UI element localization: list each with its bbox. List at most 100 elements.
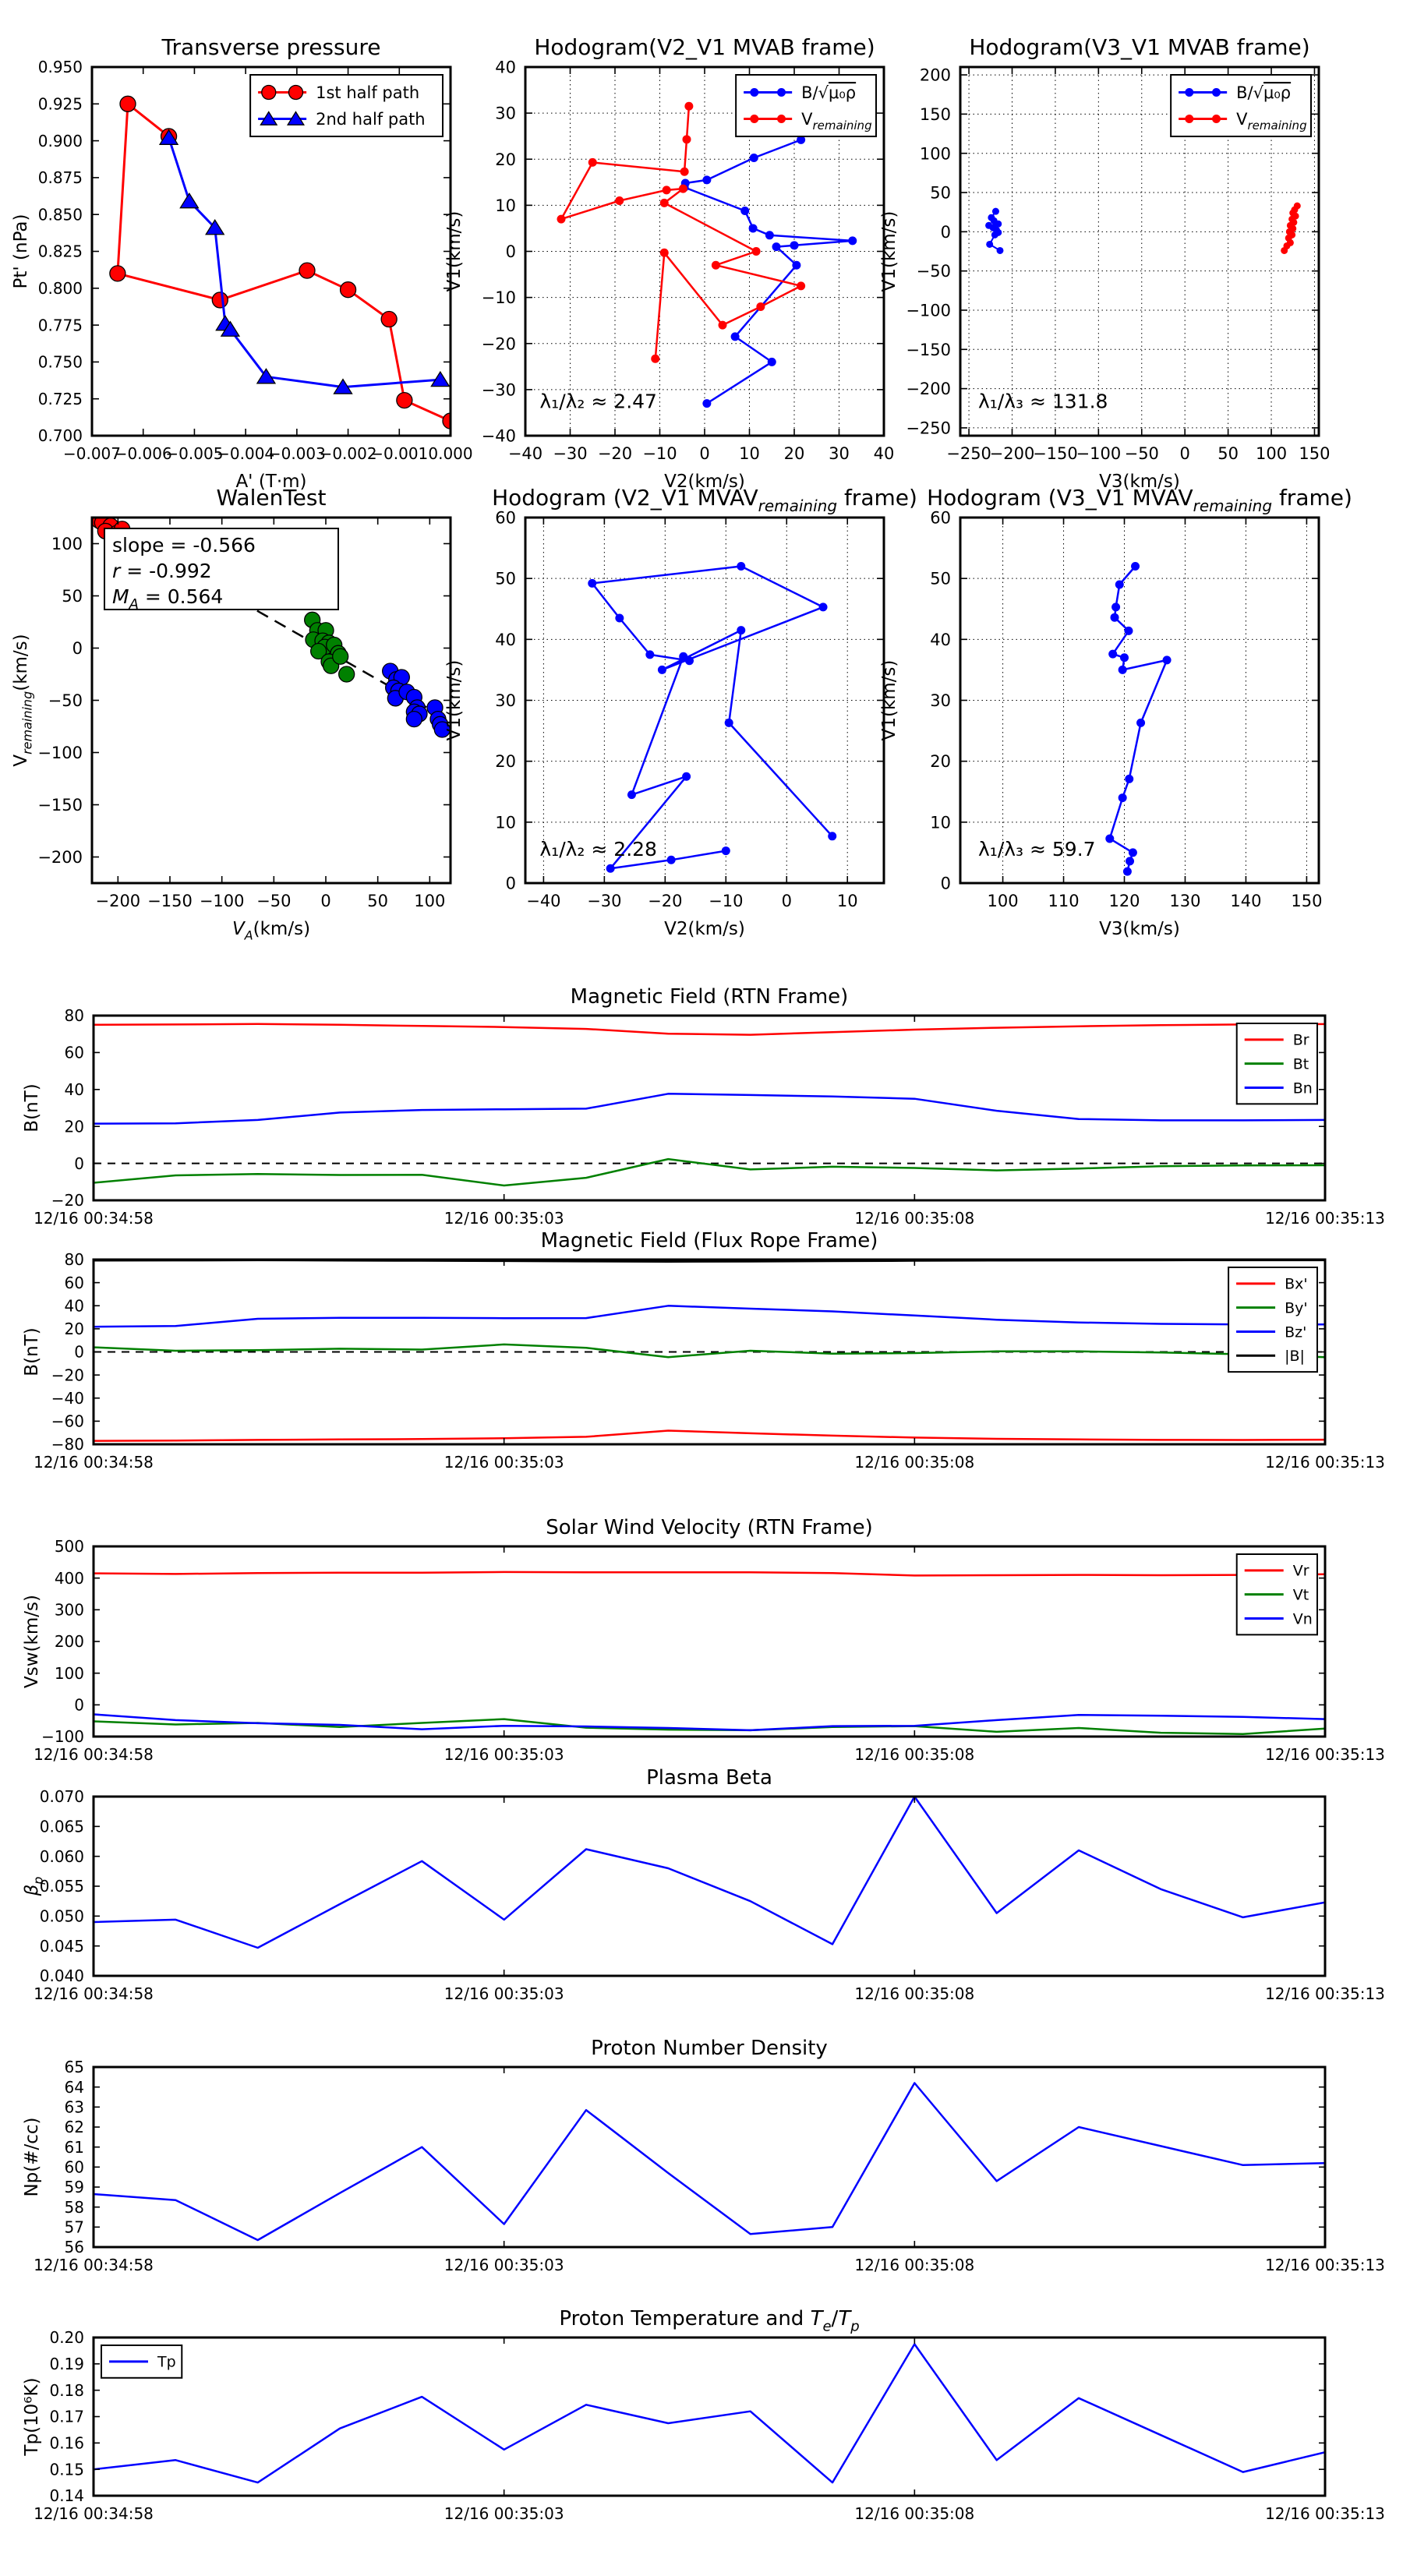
svg-text:63: 63: [65, 2098, 84, 2117]
x-tick-labels: 12/16 00:34:58 12/16 00:35:03 12/16 00:35:…: [34, 1209, 1385, 1228]
dot-marker: [588, 157, 597, 167]
triangle-marker: [179, 192, 200, 209]
dot-marker: [737, 626, 746, 635]
series-group: [94, 1797, 1325, 1949]
svg-text:130: 130: [1169, 892, 1200, 910]
svg-text:100: 100: [414, 892, 445, 910]
svg-text:−0.001: −0.001: [370, 444, 428, 463]
series-group: [1105, 562, 1172, 876]
svg-text:0.14: 0.14: [49, 2486, 84, 2505]
svg-text:0.800: 0.800: [38, 279, 83, 298]
legend-label: Vr: [1293, 1563, 1309, 1580]
x-axis-label: V3(km/s): [1099, 472, 1180, 492]
svg-text:−200: −200: [37, 848, 83, 867]
svg-text:12/16 00:35:03: 12/16 00:35:03: [444, 1209, 564, 1228]
svg-text:−0.002: −0.002: [320, 444, 377, 463]
y-axis-label: Pt' (nPa): [11, 214, 31, 289]
dot-marker: [1105, 834, 1115, 843]
svg-text:400: 400: [55, 1569, 84, 1588]
y-tick-labels: −200 −150 −100 −50 0 50 100: [37, 535, 83, 867]
series-Tp: [94, 2343, 1325, 2484]
ticks: [93, 1796, 1326, 1977]
svg-text:0: 0: [72, 639, 83, 658]
dot-marker: [790, 241, 799, 250]
dot-marker: [797, 281, 806, 291]
dot-marker: [767, 357, 776, 366]
y-tick-labels: −100 0 100 200 300 400 500: [41, 1537, 84, 1746]
dot-marker: [711, 260, 720, 270]
ticks: [960, 67, 1319, 436]
circle-marker: [119, 95, 136, 112]
svg-text:0.060: 0.060: [40, 1847, 84, 1866]
svg-text:0.750: 0.750: [38, 353, 83, 372]
legend-label: 2nd half path: [316, 110, 426, 129]
panel-title: Proton Number Density: [591, 2037, 828, 2060]
svg-text:100: 100: [988, 892, 1019, 910]
svg-text:0.700: 0.700: [38, 426, 83, 445]
svg-text:−40: −40: [508, 444, 542, 463]
circle-marker: [261, 84, 277, 101]
circle-marker: [288, 84, 304, 101]
svg-text:0.18: 0.18: [49, 2381, 84, 2400]
svg-text:50: 50: [930, 570, 951, 588]
svg-text:−30: −30: [553, 444, 587, 463]
svg-text:60: 60: [65, 2158, 84, 2177]
dot-marker: [797, 135, 806, 144]
svg-text:0: 0: [941, 223, 951, 242]
svg-text:30: 30: [930, 691, 951, 710]
dot-marker: [756, 302, 765, 311]
panel-proton-temperature: 12/16 00:34:58 12/16 00:35:03 12/16 00:35:…: [22, 2307, 1385, 2523]
svg-text:40: 40: [930, 631, 951, 649]
panel-proton-density: 12/16 00:34:58 12/16 00:35:03 12/16 00:35:…: [22, 2037, 1385, 2274]
ticks: [93, 1259, 1326, 1445]
dot-marker: [666, 855, 676, 864]
x-tick-labels: 12/16 00:34:58 12/16 00:35:03 12/16 00:35:…: [34, 1745, 1385, 1764]
svg-text:−200: −200: [906, 380, 951, 398]
series-V remaining: [560, 106, 802, 359]
dot-marker: [678, 184, 687, 193]
svg-text:12/16 00:35:13: 12/16 00:35:13: [1265, 2256, 1385, 2274]
y-axis-label: V1(km/s): [879, 660, 899, 741]
x-tick-labels: 100 110 120 130 140 150: [988, 892, 1323, 910]
svg-text:0: 0: [506, 875, 516, 893]
series-group: [557, 101, 857, 408]
svg-text:110: 110: [1048, 892, 1079, 910]
y-axis-label: V1(km/s): [879, 211, 899, 292]
panel-title: Hodogram (V2_V1 MVAVremaining frame): [492, 485, 917, 515]
legend-label: Vt: [1293, 1587, 1309, 1604]
svg-text:−100: −100: [906, 302, 951, 320]
y-tick-labels: 0 10 20 30 40 50 60: [495, 509, 516, 893]
svg-text:10: 10: [495, 196, 516, 215]
dot-marker: [615, 613, 624, 623]
svg-text:12/16 00:35:08: 12/16 00:35:08: [854, 1984, 974, 2003]
svg-text:40: 40: [495, 631, 516, 649]
svg-text:12/16 00:35:08: 12/16 00:35:08: [854, 1453, 974, 1472]
svg-text:−150: −150: [37, 796, 83, 814]
legend-label: |B|: [1285, 1348, 1305, 1365]
grid: [525, 517, 884, 884]
ticks: [525, 66, 885, 436]
svg-text:12/16 00:34:58: 12/16 00:34:58: [34, 2256, 154, 2274]
svg-text:56: 56: [65, 2238, 84, 2256]
svg-text:50: 50: [367, 892, 388, 910]
circle-marker: [405, 710, 422, 728]
triangle-marker: [158, 129, 179, 145]
svg-text:−50: −50: [256, 892, 291, 910]
svg-text:0: 0: [941, 875, 951, 893]
svg-text:60: 60: [495, 509, 516, 528]
x-tick-labels: 12/16 00:34:58 12/16 00:35:03 12/16 00:35:…: [34, 2504, 1385, 2523]
series-Np: [94, 2082, 1325, 2242]
svg-text:−80: −80: [51, 1435, 84, 1454]
dot-marker: [615, 196, 624, 205]
dot-marker: [750, 115, 759, 124]
svg-text:−60: −60: [51, 1412, 84, 1431]
svg-text:−30: −30: [482, 380, 516, 399]
series-group: [94, 1023, 1325, 1187]
x-tick-labels: 12/16 00:34:58 12/16 00:35:03 12/16 00:35:…: [34, 1453, 1385, 1472]
dot-marker: [772, 242, 781, 252]
circle-marker: [211, 292, 228, 309]
svg-text:57: 57: [65, 2218, 84, 2237]
ticks: [93, 2337, 1326, 2496]
svg-text:slope = -0.566: slope = -0.566: [112, 534, 256, 557]
